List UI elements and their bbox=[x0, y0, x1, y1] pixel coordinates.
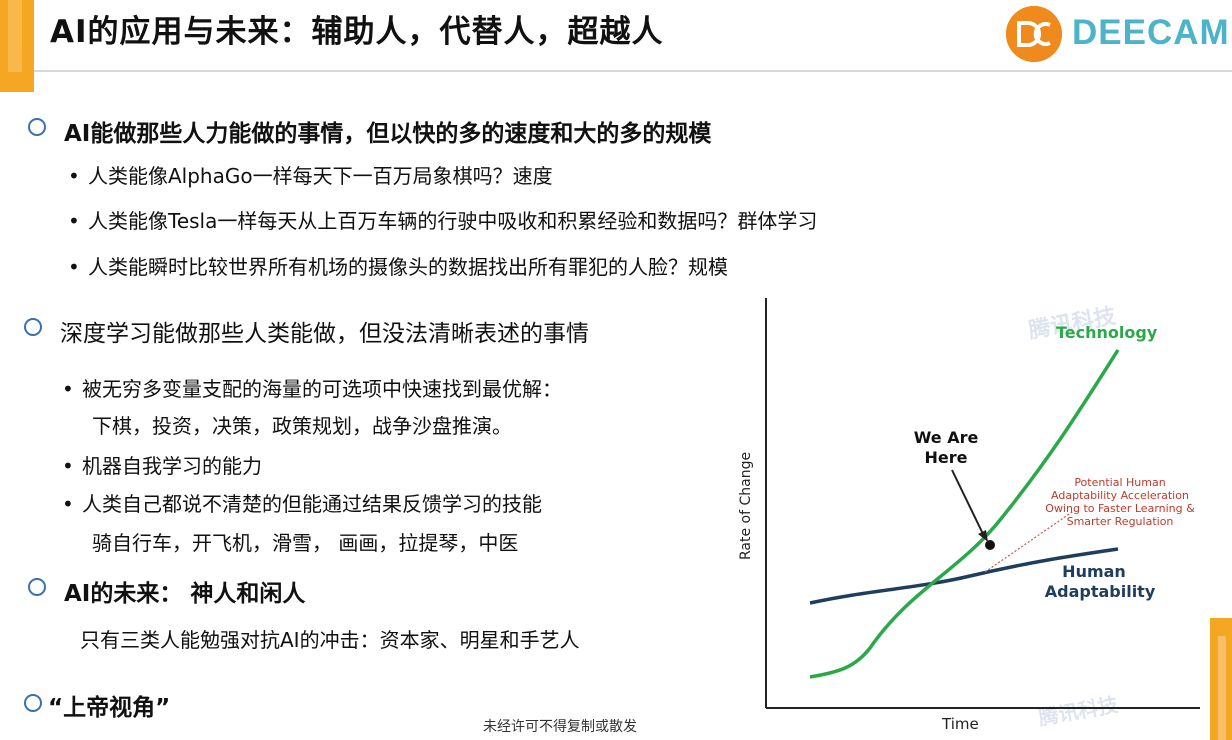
logo-text: DEECAMP bbox=[1072, 13, 1232, 52]
annotation-we-are: We Are bbox=[914, 428, 979, 447]
list-item: • 人类自己都说不清楚的但能通过结果反馈学习的技能 bbox=[62, 492, 542, 516]
y-axis-label: Rate of Change bbox=[738, 452, 754, 560]
list-item: • 人类能瞬时比较世界所有机场的摄像头的数据找出所有罪犯的人脸？规模 bbox=[68, 255, 728, 279]
deecamp-logo: DEECAMP bbox=[1006, 4, 1232, 62]
section-bullet-circle-icon bbox=[24, 694, 42, 712]
logo-mark-icon bbox=[1006, 6, 1062, 62]
section-text: 只有三类人能勉强对抗AI的冲击：资本家、明星和手艺人 bbox=[80, 628, 580, 652]
section-bullet-circle-icon bbox=[24, 318, 42, 336]
annotation-potential-1: Potential Human bbox=[1074, 476, 1165, 489]
section-heading-1: AI能做那些人力能做的事情，但以快的多的速度和大的多的规模 bbox=[64, 121, 712, 147]
annotation-potential-2: Adaptability Acceleration bbox=[1051, 489, 1189, 502]
x-axis-label: Time bbox=[941, 715, 979, 733]
section-heading-3: AI的未来： 神人和闲人 bbox=[64, 581, 306, 607]
series-label-human: Human bbox=[1062, 562, 1126, 581]
section-heading-4: “上帝视角” bbox=[48, 695, 171, 721]
section-bullet-circle-icon bbox=[28, 578, 46, 596]
list-item-continuation: 骑自行车，开飞机，滑雪， 画画，拉提琴，中医 bbox=[92, 531, 519, 555]
list-item: • 机器自我学习的能力 bbox=[62, 454, 262, 478]
list-item: • 人类能像Tesla一样每天从上百万车辆的行驶中吸收和积累经验和数据吗？群体学习 bbox=[68, 209, 818, 233]
page-title: AI的应用与未来：辅助人，代替人，超越人 bbox=[50, 14, 664, 50]
series-technology-line bbox=[809, 349, 1120, 679]
annotation-potential-3: Owing to Faster Learning & bbox=[1045, 502, 1195, 515]
title-divider bbox=[34, 70, 1232, 72]
series-label-technology: Technology bbox=[1056, 323, 1158, 342]
rate-of-change-chart: 腾讯科技 腾讯科技 Rate of Change Time Technology… bbox=[730, 290, 1200, 735]
list-item-continuation: 下棋，投资，决策，政策规划，战争沙盘推演。 bbox=[92, 414, 512, 438]
we-are-here-point bbox=[985, 540, 995, 550]
footer-notice: 未经许可不得复制或散发 bbox=[483, 719, 637, 735]
we-are-here-arrow bbox=[951, 469, 985, 537]
corner-decoration-stripe bbox=[8, 0, 22, 72]
list-item: • 人类能像AlphaGo一样每天下一百万局象棋吗？速度 bbox=[68, 164, 553, 188]
annotation-potential-4: Smarter Regulation bbox=[1067, 515, 1174, 528]
series-label-adaptability: Adaptability bbox=[1045, 582, 1156, 601]
series-human-adaptability-line bbox=[809, 547, 1119, 605]
list-item: • 被无穷多变量支配的海量的可选项中快速找到最优解： bbox=[62, 377, 562, 401]
corner-decoration-stripe bbox=[1218, 636, 1226, 740]
chart-watermark: 腾讯科技 bbox=[1037, 692, 1121, 730]
section-bullet-circle-icon bbox=[28, 118, 46, 136]
arrow-head-icon bbox=[978, 530, 988, 542]
annotation-here: Here bbox=[925, 448, 968, 467]
section-heading-2: 深度学习能做那些人类能做，但没法清晰表述的事情 bbox=[60, 321, 589, 347]
